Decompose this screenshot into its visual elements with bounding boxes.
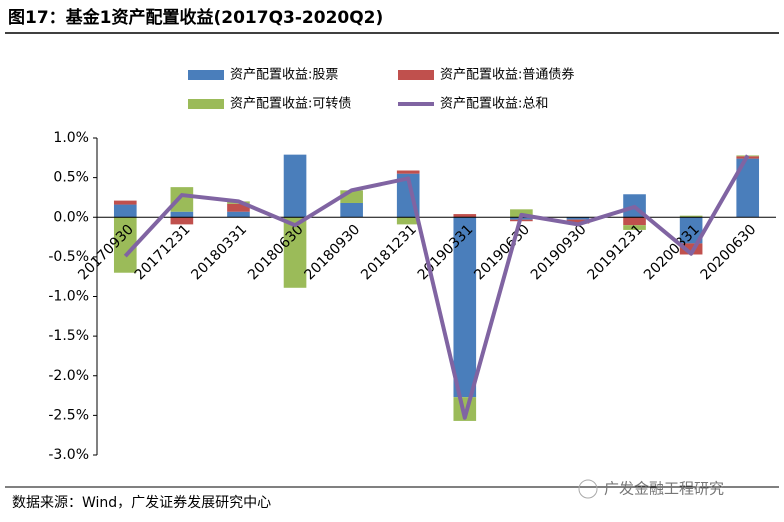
legend-label: 资产配置收益:可转债 — [230, 97, 351, 112]
x-tick-label: 20190630 — [471, 222, 533, 284]
bar — [227, 211, 250, 218]
y-tick-label: 0.5% — [53, 170, 89, 186]
bar — [453, 214, 477, 218]
bar — [170, 187, 194, 212]
legend-swatch — [188, 70, 224, 80]
bar — [113, 204, 137, 218]
y-tick-label: 0.0% — [53, 209, 89, 225]
x-tick-label: 20180930 — [302, 222, 364, 284]
y-tick-label: -2.0% — [48, 368, 89, 384]
watermark-icon — [578, 479, 598, 499]
x-tick-label: 20200630 — [698, 222, 760, 284]
y-tick-label: 1.0% — [53, 130, 89, 146]
x-tick-label: 20190930 — [528, 222, 590, 284]
bar — [679, 215, 703, 218]
total-line — [123, 154, 750, 420]
bar — [170, 217, 194, 225]
bar — [340, 202, 363, 218]
bar — [283, 217, 307, 288]
bar — [679, 217, 703, 244]
bar — [283, 154, 307, 218]
bar — [170, 211, 194, 218]
x-tick-label: 20191231 — [584, 222, 646, 284]
y-tick-label: -1.5% — [48, 328, 89, 344]
x-tick-label: 20171231 — [132, 222, 194, 284]
y-tick-label: -1.0% — [48, 289, 89, 305]
legend-label: 资产配置收益:总和 — [440, 97, 548, 112]
bar — [113, 217, 137, 273]
bar — [227, 203, 250, 212]
y-tick-label: -3.0% — [48, 447, 89, 463]
legend-label: 资产配置收益:股票 — [230, 68, 338, 83]
legend-swatch — [188, 99, 224, 109]
bar — [396, 170, 420, 174]
legend-swatch — [398, 70, 434, 80]
bar — [623, 217, 646, 226]
bar — [736, 158, 760, 218]
bar — [566, 219, 590, 224]
bar — [113, 200, 137, 205]
x-tick-label: 20180331 — [188, 222, 250, 284]
bar — [396, 217, 420, 225]
y-tick-label: -0.5% — [48, 249, 89, 265]
watermark: 广发金融工程研究 — [604, 480, 724, 498]
bar — [623, 225, 646, 230]
bar — [453, 217, 477, 398]
bar — [566, 217, 590, 220]
bar — [679, 243, 703, 255]
chart-title: 图17：基金1资产配置收益(2017Q3-2020Q2) — [8, 7, 383, 28]
legend-label: 资产配置收益:普通债券 — [440, 67, 574, 83]
y-tick-label: -2.5% — [48, 407, 89, 423]
x-tick-label: 20181231 — [358, 222, 420, 284]
source-note: 数据来源：Wind，广发证券发展研究中心 — [12, 495, 271, 511]
